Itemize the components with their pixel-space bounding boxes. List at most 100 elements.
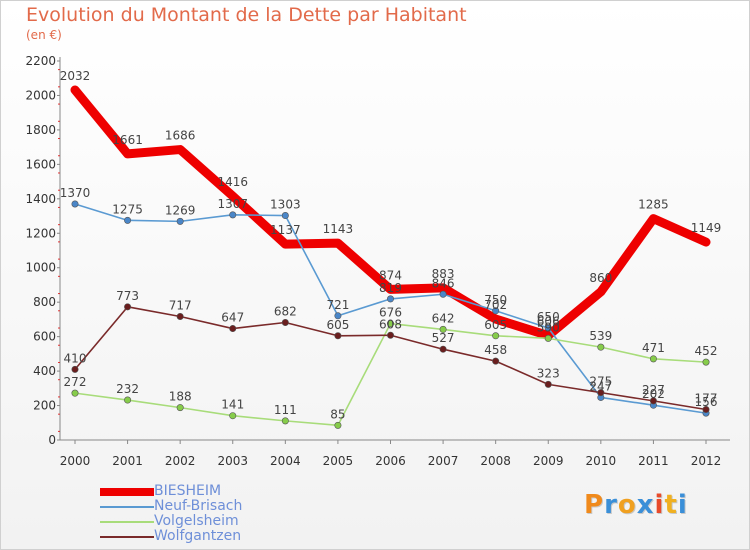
chart-subtitle: (en €) bbox=[26, 28, 62, 42]
data-label: 2032 bbox=[60, 69, 91, 83]
data-label: 1149 bbox=[691, 221, 722, 235]
data-label: 111 bbox=[274, 403, 297, 417]
data-label: 819 bbox=[379, 281, 402, 295]
data-point bbox=[281, 417, 289, 425]
data-point bbox=[544, 334, 552, 342]
data-label: 721 bbox=[326, 298, 349, 312]
data-label: 177 bbox=[695, 392, 718, 406]
legend-label: Neuf-Brisach bbox=[154, 498, 243, 514]
x-tick-label: 2003 bbox=[217, 454, 248, 468]
legend-swatch bbox=[100, 536, 154, 538]
data-label: 410 bbox=[64, 351, 87, 365]
data-point bbox=[124, 216, 132, 224]
y-tick-label: 1400 bbox=[25, 192, 56, 206]
data-label: 676 bbox=[379, 306, 402, 320]
data-label: 642 bbox=[432, 311, 455, 325]
logo-letter: P bbox=[584, 490, 605, 520]
data-point bbox=[124, 303, 132, 311]
data-point bbox=[386, 331, 394, 339]
y-tick-label: 0 bbox=[48, 433, 56, 447]
data-label: 606 bbox=[537, 315, 560, 329]
data-label: 874 bbox=[379, 268, 402, 282]
data-label: 590 bbox=[537, 320, 560, 334]
data-label: 1370 bbox=[60, 186, 91, 200]
line-chart: 0 200 400 600 800 1000 1200 1400 1600 1800 2000 220… bbox=[25, 54, 730, 468]
data-point bbox=[386, 320, 394, 328]
data-label: 1137 bbox=[270, 223, 301, 237]
data-point bbox=[334, 312, 342, 320]
data-label: 860 bbox=[589, 271, 612, 285]
data-point bbox=[386, 295, 394, 303]
y-tick-label: 400 bbox=[33, 364, 56, 378]
logo-letter: r bbox=[604, 490, 618, 520]
legend-label: Wolfgantzen bbox=[154, 528, 242, 544]
data-label: 232 bbox=[116, 382, 139, 396]
series-lines bbox=[70, 85, 711, 429]
data-label: 141 bbox=[221, 398, 244, 412]
data-point bbox=[544, 380, 552, 388]
data-point bbox=[439, 345, 447, 353]
series-line bbox=[70, 85, 711, 341]
data-label: 1285 bbox=[638, 198, 669, 212]
data-point bbox=[439, 325, 447, 333]
data-point bbox=[702, 358, 710, 366]
data-point bbox=[649, 397, 657, 405]
data-label: 773 bbox=[116, 289, 139, 303]
data-label: 717 bbox=[169, 298, 192, 312]
data-label: 650 bbox=[537, 310, 560, 324]
data-label: 605 bbox=[484, 318, 507, 332]
legend-swatch bbox=[100, 488, 154, 496]
data-point bbox=[71, 365, 79, 373]
data-point bbox=[71, 389, 79, 397]
y-tick-label: 2200 bbox=[25, 54, 56, 68]
data-label: 608 bbox=[379, 317, 402, 331]
data-point bbox=[544, 324, 552, 332]
x-tick-label: 2006 bbox=[375, 454, 406, 468]
y-tick-label: 800 bbox=[33, 295, 56, 309]
data-point bbox=[492, 307, 500, 315]
proxiti-logo: Proxiti bbox=[584, 490, 688, 520]
legend-label: BIESHEIM bbox=[154, 483, 222, 499]
data-label: 750 bbox=[484, 293, 507, 307]
data-point bbox=[124, 396, 132, 404]
x-tick-label: 2001 bbox=[112, 454, 143, 468]
data-point bbox=[702, 406, 710, 414]
data-label: 202 bbox=[642, 387, 665, 401]
data-point bbox=[176, 217, 184, 225]
data-point bbox=[71, 200, 79, 208]
data-label: 275 bbox=[589, 375, 612, 389]
data-label: 85 bbox=[330, 407, 345, 421]
data-point bbox=[176, 312, 184, 320]
data-label: 156 bbox=[695, 395, 718, 409]
data-point bbox=[649, 355, 657, 363]
data-label: 272 bbox=[64, 375, 87, 389]
y-tick-label: 2000 bbox=[25, 88, 56, 102]
data-label: 883 bbox=[432, 267, 455, 281]
data-point bbox=[229, 211, 237, 219]
data-label: 458 bbox=[484, 343, 507, 357]
data-label: 846 bbox=[432, 276, 455, 290]
data-label: 1275 bbox=[112, 202, 143, 216]
data-label: 1686 bbox=[165, 129, 196, 143]
data-point bbox=[492, 332, 500, 340]
x-tick-label: 2011 bbox=[638, 454, 669, 468]
x-tick-label: 2010 bbox=[586, 454, 617, 468]
data-label: 227 bbox=[642, 383, 665, 397]
logo-letter: x bbox=[636, 490, 655, 520]
y-tick-label: 1800 bbox=[25, 123, 56, 137]
data-point bbox=[334, 332, 342, 340]
data-point bbox=[229, 412, 237, 420]
y-tick-label: 1600 bbox=[25, 157, 56, 171]
legend-swatch bbox=[100, 521, 154, 523]
data-point bbox=[597, 389, 605, 397]
data-label: 1143 bbox=[323, 222, 354, 236]
data-label: 702 bbox=[484, 298, 507, 312]
data-point bbox=[229, 325, 237, 333]
logo-letter: o bbox=[617, 490, 637, 520]
data-label: 1269 bbox=[165, 203, 196, 217]
chart-axes: 0 200 400 600 800 1000 1200 1400 1600 1800 2000 220… bbox=[25, 54, 730, 468]
x-tick-label: 2008 bbox=[480, 454, 511, 468]
data-label: 605 bbox=[326, 318, 349, 332]
y-tick-label: 1200 bbox=[25, 226, 56, 240]
logo-letter: i bbox=[677, 490, 688, 520]
